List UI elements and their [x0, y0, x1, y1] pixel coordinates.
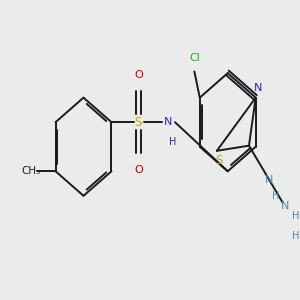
Text: N: N	[265, 175, 273, 185]
Text: O: O	[134, 70, 143, 80]
Text: S: S	[135, 116, 142, 129]
Text: H: H	[169, 137, 176, 147]
Text: H: H	[272, 191, 279, 201]
Text: N: N	[281, 201, 289, 212]
Text: CH₃: CH₃	[21, 166, 40, 176]
Text: S: S	[215, 154, 223, 167]
Text: Cl: Cl	[189, 53, 200, 63]
Text: O: O	[134, 165, 143, 175]
Text: H: H	[292, 211, 299, 221]
Text: N: N	[164, 117, 173, 127]
Text: N: N	[254, 83, 262, 93]
Text: H: H	[292, 231, 299, 241]
